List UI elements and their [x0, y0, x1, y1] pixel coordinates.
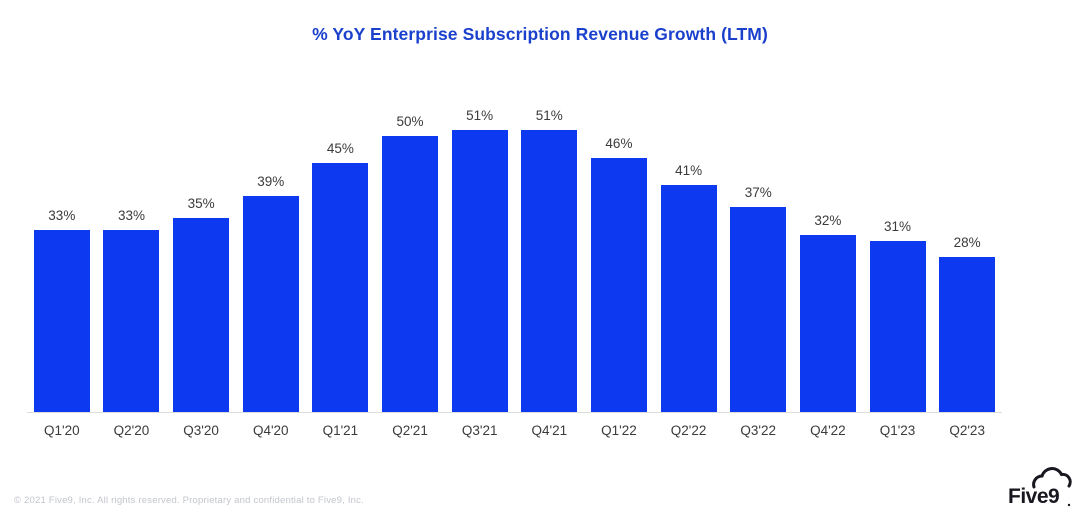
bar-column: 35% [166, 196, 236, 412]
bar-value-label: 33% [48, 207, 76, 223]
x-axis-label: Q4'21 [531, 423, 568, 438]
copyright-footer: © 2021 Five9, Inc. All rights reserved. … [14, 495, 364, 506]
x-axis-label: Q2'21 [392, 423, 428, 438]
bar [799, 235, 856, 412]
bar-value-label: 50% [396, 113, 424, 129]
bar-column: 50% [375, 113, 445, 412]
bar [242, 196, 299, 412]
bar-column: 32% [793, 213, 863, 412]
five9-logo: Five9 [1008, 467, 1072, 508]
chart-title: % YoY Enterprise Subscription Revenue Gr… [312, 24, 768, 44]
bar-column: 37% [723, 185, 793, 412]
bar-column: 31% [863, 219, 933, 412]
bar-value-label: 41% [675, 163, 703, 179]
x-axis-label: Q3'21 [461, 423, 498, 438]
bar-value-label: 35% [187, 196, 215, 212]
x-axis-label: Q2'22 [670, 423, 707, 438]
bar [869, 240, 926, 412]
bar-value-label: 31% [883, 218, 912, 234]
bar-value-label: 39% [257, 174, 285, 190]
bar [382, 135, 439, 412]
logo-text: Five9 [1008, 485, 1059, 508]
bar-value-label: 45% [326, 141, 354, 157]
bar-value-label: 51% [535, 108, 563, 123]
bar [939, 257, 996, 412]
bar [451, 130, 508, 412]
bar [173, 218, 230, 412]
bar-column: 41% [654, 163, 724, 412]
bar-value-label: 33% [117, 207, 145, 223]
x-axis-label: Q1'22 [601, 423, 637, 438]
bar [33, 229, 90, 412]
bar-value-label: 37% [744, 185, 772, 201]
bar-column: 45% [306, 141, 376, 412]
bar [590, 157, 647, 412]
bar [730, 207, 787, 412]
x-axis-label: Q3'20 [183, 423, 219, 438]
bar [521, 130, 578, 412]
cloud-icon [1032, 467, 1072, 489]
x-axis-label: Q1'21 [322, 423, 359, 438]
bar-column: 33% [27, 207, 97, 412]
bar-column: 28% [932, 235, 1002, 412]
bar-column: 39% [236, 174, 306, 412]
x-axis-label: Q1'20 [44, 423, 80, 438]
bar-value-label: 28% [953, 235, 981, 251]
x-axis: Q1'20 Q2'20 Q3'20 Q4'20 Q1'21 Q2'21 Q3'21 Q4'21… [27, 413, 1002, 438]
bar-value-label: 51% [466, 108, 494, 123]
x-axis-label: Q2'23 [949, 423, 985, 438]
x-axis-label: Q3'22 [740, 423, 777, 438]
x-axis-label: Q1'23 [879, 423, 916, 438]
x-axis-label: Q4'20 [252, 423, 289, 438]
bar-column: 46% [584, 136, 654, 412]
bar [660, 185, 717, 412]
plot-area: 33% 33% 35% 39% 45% 50% 51% 51% 46% 41% 37% 32% 31% 2… [27, 95, 1002, 413]
bar-value-label: 32% [814, 213, 842, 228]
bar-column: 51% [514, 108, 584, 412]
bar-column: 33% [97, 207, 167, 412]
bar [312, 163, 369, 412]
bar-column: 51% [445, 108, 515, 412]
bar-value-label: 46% [605, 135, 633, 151]
x-axis-label: Q2'20 [113, 423, 150, 438]
bar [103, 229, 160, 412]
x-axis-label: Q4'22 [810, 423, 846, 438]
